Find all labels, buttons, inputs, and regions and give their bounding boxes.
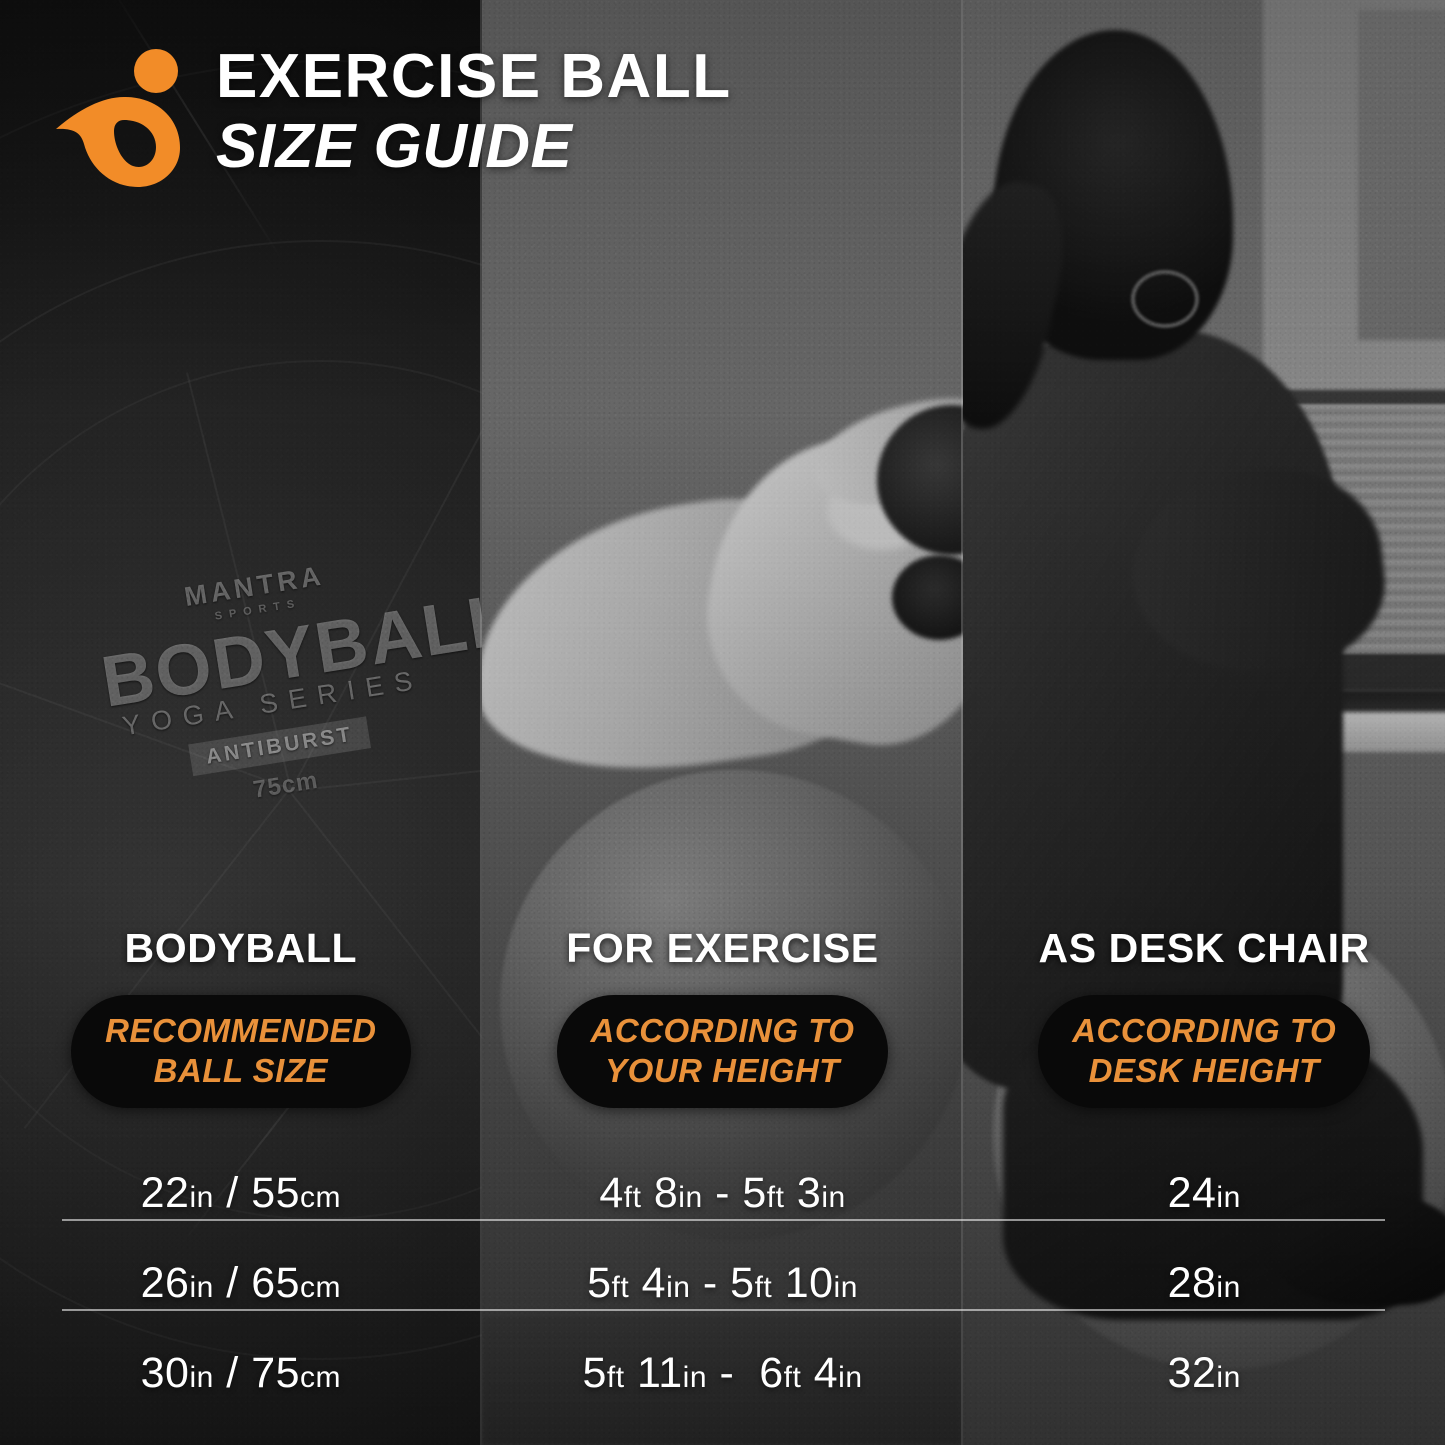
unit-cm: cm <box>300 1270 342 1304</box>
unit-in: in <box>189 1270 214 1304</box>
value-height-ft-max: 5 <box>742 1168 767 1217</box>
badge-line-1: RECOMMENDED <box>105 1012 377 1049</box>
value-height-ft-max: 5 <box>730 1258 755 1307</box>
badge-line-2: BALL SIZE <box>153 1052 329 1090</box>
value-height-in-max: 3 <box>796 1168 822 1217</box>
table-row: 30in / 75cm 5ft 11in - 6ft 4in 32in <box>0 1328 1445 1418</box>
badge-line-2: DESK HEIGHT <box>1088 1052 1320 1090</box>
unit-ft: ft <box>766 1180 785 1214</box>
column-title: BODYBALL <box>124 925 358 971</box>
size-table: 22in / 55cm 4ft 8in - 5ft 3in 24in 26in … <box>0 1148 1445 1418</box>
person-back <box>963 330 1343 1090</box>
table-row: 26in / 65cm 5ft 4in - 5ft 10in 28in <box>0 1238 1445 1328</box>
person-hair-bun <box>892 555 963 640</box>
cell-height-range: 5ft 4in - 5ft 10in <box>482 1259 964 1308</box>
cell-ball-size: 30in / 75cm <box>0 1349 482 1398</box>
value-ball-cm: 55 <box>251 1168 301 1217</box>
cell-desk-height: 32in <box>963 1349 1445 1398</box>
unit-ft: ft <box>754 1270 773 1304</box>
unit-in: in <box>678 1180 703 1214</box>
badge-line-2: YOUR HEIGHT <box>605 1052 840 1090</box>
table-row: 22in / 55cm 4ft 8in - 5ft 3in 24in <box>0 1148 1445 1238</box>
value-ball-cm: 75 <box>251 1348 301 1397</box>
cell-desk-height: 24in <box>963 1169 1445 1218</box>
column-badge: ACCORDING TO DESK HEIGHT <box>1038 995 1371 1108</box>
film-grain <box>963 0 1445 1445</box>
person-shoe <box>1268 1195 1445 1305</box>
unit-cm: cm <box>300 1180 342 1214</box>
page-subtitle: SIZE GUIDE <box>216 112 573 181</box>
value-height-in-min: 4 <box>641 1258 667 1307</box>
row-divider <box>62 1219 1385 1221</box>
value-height-ft-min: 5 <box>587 1258 612 1307</box>
page-title: EXERCISE BALL <box>216 42 732 111</box>
cell-ball-size: 26in / 65cm <box>0 1259 482 1308</box>
value-height-in-max: 10 <box>784 1258 834 1307</box>
cell-height-range: 5ft 11in - 6ft 4in <box>482 1349 964 1398</box>
column-as-desk-chair: AS DESK CHAIR ACCORDING TO DESK HEIGHT <box>963 925 1445 1108</box>
column-bodyball: BODYBALL RECOMMENDED BALL SIZE <box>0 925 482 1108</box>
column-title: AS DESK CHAIR <box>1038 925 1370 971</box>
value-height-in-min: 8 <box>653 1168 679 1217</box>
floor <box>482 1315 963 1445</box>
panel-bodyball-photo: MANTRA SPORTS BODYBALL YOGA SERIES ANTIB… <box>0 0 482 1445</box>
value-height-ft-min: 5 <box>582 1348 607 1397</box>
value-desk-height: 28 <box>1167 1258 1217 1307</box>
value-ball-in: 30 <box>140 1348 190 1397</box>
column-headings: BODYBALL RECOMMENDED BALL SIZE FOR EXERC… <box>0 925 1445 1108</box>
unit-in: in <box>682 1360 708 1394</box>
header: EXERCISE BALL SIZE GUIDE <box>0 0 732 189</box>
panel-exercise-photo <box>482 0 963 1445</box>
unit-in: in <box>1216 1360 1241 1394</box>
column-badge: ACCORDING TO YOUR HEIGHT <box>556 995 889 1108</box>
wall-art <box>1358 10 1445 340</box>
value-desk-height: 24 <box>1167 1168 1217 1217</box>
film-grain <box>0 0 482 1445</box>
value-height-ft-min: 4 <box>599 1168 624 1217</box>
unit-cm: cm <box>300 1360 342 1394</box>
unit-ft: ft <box>606 1360 625 1394</box>
unit-ft: ft <box>611 1270 630 1304</box>
mantra-teardrop-logo-icon <box>52 44 192 189</box>
unit-in: in <box>821 1180 846 1214</box>
unit-in: in <box>189 1180 214 1214</box>
column-title: FOR EXERCISE <box>566 925 879 971</box>
value-desk-height: 32 <box>1167 1348 1217 1397</box>
separator-slash: / <box>213 1348 252 1397</box>
separator-slash: / <box>213 1168 252 1217</box>
glasses-icon <box>1131 270 1199 328</box>
value-ball-in: 26 <box>140 1258 190 1307</box>
range-dash: - <box>715 1168 730 1217</box>
unit-ft: ft <box>783 1360 802 1394</box>
unit-in: in <box>1216 1180 1241 1214</box>
cell-height-range: 4ft 8in - 5ft 3in <box>482 1169 964 1218</box>
value-height-in-min: 11 <box>637 1348 683 1397</box>
column-badge: RECOMMENDED BALL SIZE <box>71 995 411 1108</box>
panel-divider <box>961 0 963 1445</box>
film-grain <box>482 0 963 1445</box>
separator-slash: / <box>213 1258 252 1307</box>
header-titles: EXERCISE BALL SIZE GUIDE <box>216 46 732 181</box>
range-dash: - <box>719 1348 735 1397</box>
unit-ft: ft <box>623 1180 642 1214</box>
unit-in: in <box>833 1270 858 1304</box>
row-divider <box>62 1309 1385 1311</box>
cell-ball-size: 22in / 55cm <box>0 1169 482 1218</box>
badge-line-1: ACCORDING TO <box>590 1012 855 1049</box>
value-height-in-max: 4 <box>813 1348 839 1397</box>
panel-divider <box>480 0 482 1445</box>
value-height-ft-max: 6 <box>759 1348 784 1397</box>
value-ball-cm: 65 <box>251 1258 301 1307</box>
cell-desk-height: 28in <box>963 1259 1445 1308</box>
badge-line-1: ACCORDING TO <box>1072 1012 1337 1049</box>
value-ball-in: 22 <box>140 1168 190 1217</box>
unit-in: in <box>189 1360 214 1394</box>
unit-in: in <box>666 1270 691 1304</box>
unit-in: in <box>1216 1270 1241 1304</box>
column-for-exercise: FOR EXERCISE ACCORDING TO YOUR HEIGHT <box>482 925 964 1108</box>
range-dash: - <box>702 1258 718 1307</box>
unit-in: in <box>838 1360 863 1394</box>
